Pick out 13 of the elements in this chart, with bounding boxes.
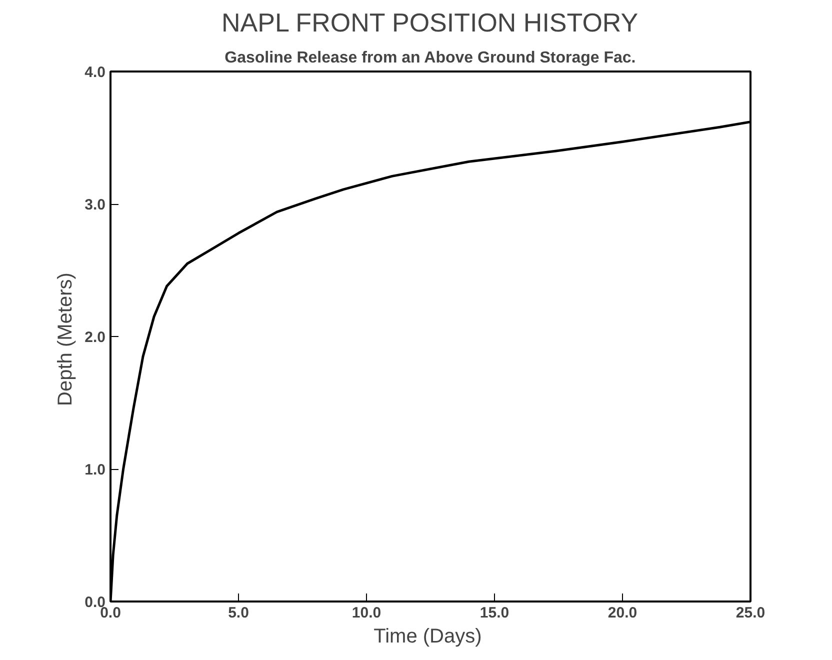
x-tick-label: 20.0 — [608, 604, 638, 622]
x-tick-label: 15.0 — [480, 604, 510, 622]
y-tick-label: 2.0 — [84, 329, 106, 346]
x-tick-label: 10.0 — [352, 604, 382, 622]
chart-subtitle: Gasoline Release from an Above Ground Storage Fac. — [224, 50, 636, 66]
x-tick-label: 5.0 — [228, 604, 249, 622]
y-tick-label: 4.0 — [84, 64, 106, 81]
chart-title: NAPL FRONT POSITION HISTORY — [222, 8, 638, 38]
y-tick-label: 3.0 — [84, 196, 106, 214]
x-axis-title: Time (Days) — [374, 626, 482, 648]
y-axis-title: Depth (Meters) — [54, 272, 77, 406]
x-tick-label: 25.0 — [736, 604, 766, 622]
y-tick-label: 1.0 — [84, 462, 106, 478]
